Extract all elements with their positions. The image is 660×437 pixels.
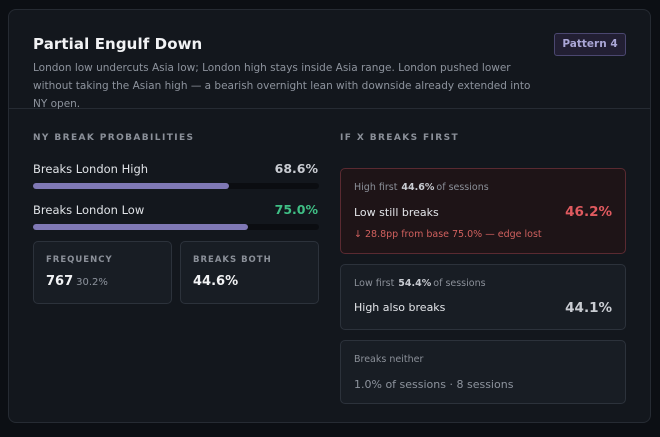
low-first-share: 54.4%: [398, 278, 432, 289]
frequency-label: FREQUENCY: [46, 255, 113, 265]
pattern-title: Partial Engulf Down: [33, 35, 203, 53]
probability-label: Breaks London Low: [33, 203, 145, 217]
probability-bar-track: [33, 224, 319, 230]
probability-bar-fill: [33, 224, 248, 230]
if-first-section-label: IF X BREAKS FIRST: [340, 133, 460, 143]
probability-bar-track: [33, 183, 319, 189]
low-first-panel: Low first 54.4% of sessions High also brea…: [340, 264, 626, 330]
probabilities-section-label: NY BREAK PROBABILITIES: [33, 133, 195, 143]
card-header: Partial Engulf Down Pattern 4 London low…: [9, 10, 650, 110]
high-first-suffix: of sessions: [436, 182, 489, 193]
probability-bar-fill: [33, 183, 230, 189]
high-first-note: ↓ 28.8pp from base 75.0% — edge lost: [354, 229, 542, 240]
neither-text: 1.0% of sessions · 8 sessions: [354, 378, 514, 391]
probability-value: 68.6%: [274, 161, 318, 176]
probability-value: 75.0%: [274, 202, 318, 217]
neither-label: Breaks neither: [354, 354, 424, 365]
low-first-suffix: of sessions: [433, 278, 486, 289]
high-first-share: 44.6%: [401, 182, 435, 193]
neither-panel: Breaks neither 1.0% of sessions · 8 sess…: [340, 340, 626, 404]
frequency-value: 767 30.2%: [46, 274, 108, 289]
frequency-count: 767: [46, 274, 74, 289]
breaks-both-value: 44.6%: [193, 274, 239, 289]
pattern-description: London low undercuts Asia low; London hi…: [33, 62, 531, 110]
frequency-stat: FREQUENCY 767 30.2%: [33, 241, 172, 304]
pattern-badge: Pattern 4: [554, 33, 626, 56]
low-first-prefix: Low first: [354, 278, 395, 289]
high-first-text: Low still breaks: [354, 206, 439, 219]
frequency-pct: 30.2%: [76, 277, 108, 288]
high-first-prefix: High first: [354, 182, 398, 193]
pattern-card: Partial Engulf Down Pattern 4 London low…: [8, 9, 651, 423]
high-first-panel: High first 44.6% of sessions Low still bre…: [340, 168, 626, 254]
low-first-header: Low first 54.4% of sessions: [354, 278, 486, 289]
breaks-both-label: BREAKS BOTH: [193, 255, 272, 265]
breaks-both-stat: BREAKS BOTH 44.6%: [180, 241, 319, 304]
low-first-text: High also breaks: [354, 301, 446, 314]
low-first-pct: 44.1%: [565, 300, 612, 316]
probability-label: Breaks London High: [33, 162, 149, 176]
high-first-header: High first 44.6% of sessions: [354, 182, 489, 193]
high-first-pct: 46.2%: [565, 204, 612, 220]
